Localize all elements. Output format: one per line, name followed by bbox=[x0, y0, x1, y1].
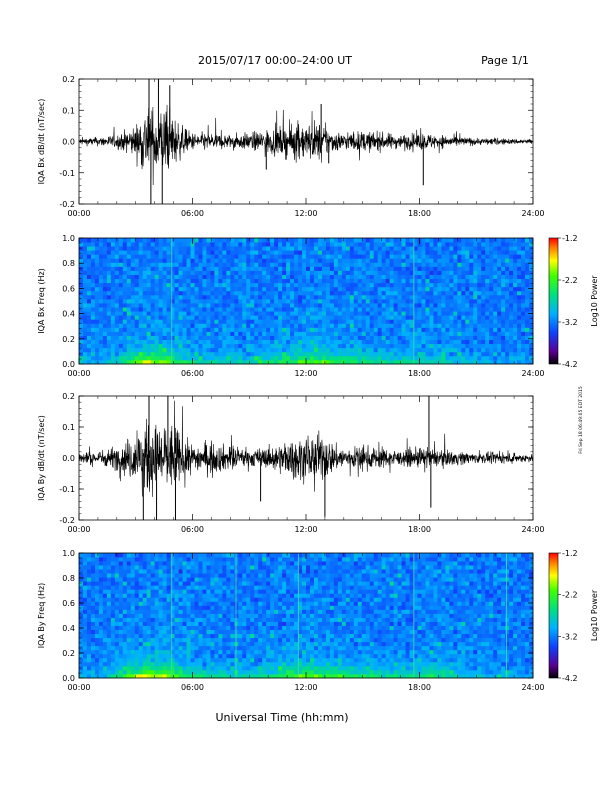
x-axis-label: Universal Time (hh:mm) bbox=[216, 711, 349, 724]
panel-3: -0.2 -0.1 0.0 0.1 0.2 00:00 06:00 12:00 18:00 24:… bbox=[37, 392, 545, 534]
colorbar-label: Log10 Power bbox=[590, 275, 599, 327]
panel-2: -1.2 -2.2 -3.2 -4.2 Log10 Power 0.0 0.2 0.4 0.6 0… bbox=[37, 234, 599, 378]
y-tick-label: -0.1 bbox=[59, 485, 75, 494]
y-axis-label: IQA Bx dB/dt (nT/sec) bbox=[37, 99, 46, 185]
y-axis-label: IQA Bx Freq (Hz) bbox=[37, 268, 46, 334]
colorbar-tick-label: -1.2 bbox=[562, 549, 578, 558]
x-tick-label: 24:00 bbox=[521, 369, 544, 378]
side-timestamp: Fri Sep 18 06:49:05 EDT 2015 bbox=[578, 386, 584, 454]
y-tick-label: 0.2 bbox=[62, 392, 75, 401]
x-tick-label: 18:00 bbox=[408, 209, 431, 218]
colorbar-tick-label: -3.2 bbox=[562, 318, 578, 327]
y-tick-label: -0.2 bbox=[59, 200, 75, 209]
x-tick-label: 06:00 bbox=[181, 369, 204, 378]
y-tick-label: 1.0 bbox=[62, 549, 75, 558]
colorbar-tick-label: -4.2 bbox=[562, 674, 578, 683]
y-axis-label: IQA By Freq (Hz) bbox=[37, 583, 46, 649]
y-tick-label: 0.4 bbox=[62, 310, 75, 319]
x-tick-label: 18:00 bbox=[408, 525, 431, 534]
y-tick-label: 0.0 bbox=[62, 674, 75, 683]
colorbar bbox=[548, 237, 559, 365]
y-tick-label: 0.8 bbox=[62, 259, 75, 268]
y-tick-label: 0.0 bbox=[62, 360, 75, 369]
y-tick-label: 0.1 bbox=[62, 423, 75, 432]
colorbar-tick-label: -3.2 bbox=[562, 632, 578, 641]
y-tick-label: 1.0 bbox=[62, 234, 75, 243]
panel-1: -0.2 -0.1 0.0 0.1 0.2 00:00 06:00 12:00 18:00 24:… bbox=[37, 75, 545, 218]
x-tick-label: 12:00 bbox=[294, 683, 317, 692]
y-tick-label: -0.1 bbox=[59, 169, 75, 178]
y-tick-label: 0.8 bbox=[62, 574, 75, 583]
panel-4: -1.2 -2.2 -3.2 -4.2 Log10 Power 0.0 0.2 0.4 0.6 0… bbox=[37, 549, 599, 692]
y-tick-label: 0.2 bbox=[62, 335, 75, 344]
x-tick-label: 06:00 bbox=[181, 525, 204, 534]
x-tick-label: 12:00 bbox=[294, 209, 317, 218]
x-tick-label: 00:00 bbox=[67, 209, 90, 218]
page-indicator: Page 1/1 bbox=[481, 54, 529, 67]
colorbar-tick-label: -2.2 bbox=[562, 591, 578, 600]
y-tick-label: 0.4 bbox=[62, 624, 75, 633]
waveform-line bbox=[79, 104, 533, 185]
x-tick-label: 00:00 bbox=[67, 683, 90, 692]
colorbar-label: Log10 Power bbox=[590, 589, 599, 641]
y-tick-label: 0.0 bbox=[62, 138, 75, 147]
x-tick-label: 12:00 bbox=[294, 369, 317, 378]
colorbar-tick-label: -4.2 bbox=[562, 360, 578, 369]
y-tick-label: -0.2 bbox=[59, 516, 75, 525]
figure-title: 2015/07/17 00:00–24:00 UT bbox=[198, 54, 352, 67]
x-tick-label: 18:00 bbox=[408, 683, 431, 692]
x-tick-label: 12:00 bbox=[294, 525, 317, 534]
x-tick-label: 00:00 bbox=[67, 525, 90, 534]
y-tick-label: 0.0 bbox=[62, 454, 75, 463]
x-tick-label: 18:00 bbox=[408, 369, 431, 378]
y-tick-label: 0.6 bbox=[62, 284, 75, 293]
spectrogram-cells bbox=[79, 238, 534, 365]
y-tick-label: 0.6 bbox=[62, 599, 75, 608]
x-tick-label: 06:00 bbox=[181, 209, 204, 218]
colorbar-tick-label: -2.2 bbox=[562, 276, 578, 285]
x-tick-label: 24:00 bbox=[521, 683, 544, 692]
y-tick-label: 0.2 bbox=[62, 649, 75, 658]
waveform-line bbox=[79, 400, 533, 497]
colorbar bbox=[548, 552, 559, 679]
colorbar-tick-label: -1.2 bbox=[562, 234, 578, 243]
x-tick-label: 06:00 bbox=[181, 683, 204, 692]
x-tick-label: 24:00 bbox=[521, 209, 544, 218]
y-axis-label: IQA By dB/dt (nT/sec) bbox=[37, 415, 46, 501]
x-tick-label: 24:00 bbox=[521, 525, 544, 534]
spectrogram-cells bbox=[79, 553, 534, 679]
x-tick-label: 00:00 bbox=[67, 369, 90, 378]
panels: -0.2 -0.1 0.0 0.1 0.2 00:00 06:00 12:00 18:00 24:… bbox=[37, 75, 599, 692]
y-tick-label: 0.2 bbox=[62, 75, 75, 84]
y-tick-label: 0.1 bbox=[62, 106, 75, 115]
